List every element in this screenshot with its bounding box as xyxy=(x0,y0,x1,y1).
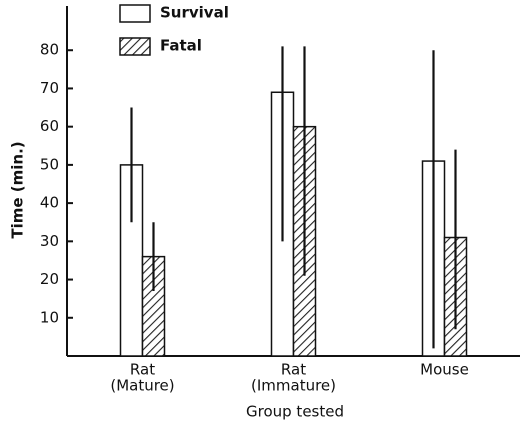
y-tick-label: 30 xyxy=(40,232,59,250)
y-tick-label: 60 xyxy=(40,117,59,135)
y-tick-label: 80 xyxy=(40,41,59,59)
x-tick-label: Rat xyxy=(130,361,155,379)
x-tick-label: Mouse xyxy=(420,361,469,379)
x-tick-label: (Mature) xyxy=(110,377,174,395)
y-tick-label: 20 xyxy=(40,270,59,288)
x-tick-label: Rat xyxy=(281,361,306,379)
y-tick-label: 40 xyxy=(40,194,59,212)
legend-swatch xyxy=(119,4,151,23)
y-tick-label: 70 xyxy=(40,79,59,97)
legend-swatch xyxy=(119,37,151,56)
x-tick-label: (Immature) xyxy=(251,377,336,395)
legend-label: Fatal xyxy=(160,37,202,55)
legend-label: Survival xyxy=(160,4,229,22)
y-axis-label: Time (min.) xyxy=(9,141,27,238)
x-axis-label: Group tested xyxy=(246,403,344,421)
y-tick-label: 50 xyxy=(40,155,59,173)
y-tick-label: 10 xyxy=(40,308,59,326)
